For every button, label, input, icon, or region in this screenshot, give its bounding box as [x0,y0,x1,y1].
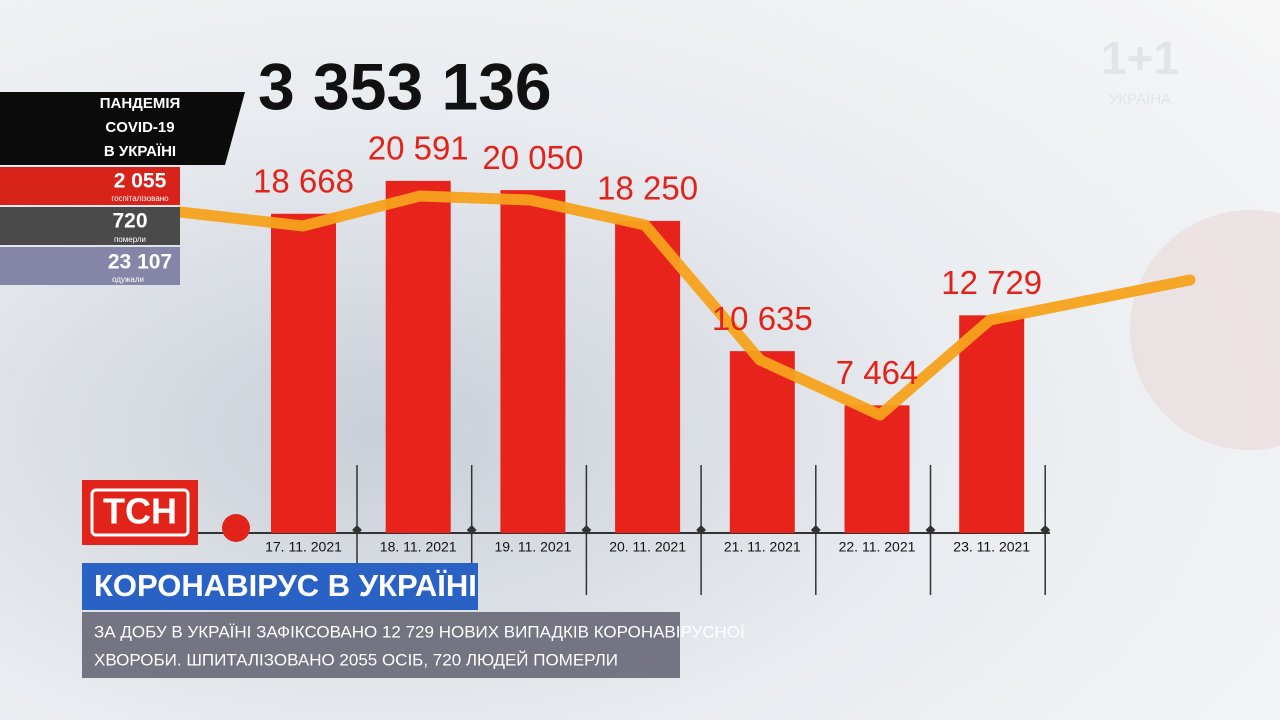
panel-title: В УКРАЇНІ [104,143,176,160]
stat-value: 720 [112,210,147,233]
separator-diamond [466,525,477,535]
bar [271,213,336,533]
bar [500,190,566,533]
stat-label: померли [114,235,146,244]
bar [844,405,910,533]
channel-sub: УКРАЇНА [1109,91,1171,108]
virus-icon [222,514,250,542]
stat-label: одужали [112,275,144,284]
stat-label: госпіталізовано [111,194,169,203]
bars [271,180,1025,534]
separator-diamond [925,525,936,535]
value-label: 18 250 [597,170,698,207]
separator-diamond [810,525,821,535]
value-label: 18 668 [253,162,354,199]
stat-box [0,167,180,205]
channel-logo: 1+1 [1101,32,1179,84]
value-label: 7 464 [836,354,919,391]
separator-diamond [696,525,707,535]
bar [385,180,451,533]
show-logo: ТСН [103,491,177,532]
x-tick-label: 23. 11. 2021 [953,539,1030,555]
ticker-line: ХВОРОБИ. ШПИТАЛІЗОВАНО 2055 ОСІБ, 720 ЛЮ… [94,650,618,669]
separators [352,465,1051,595]
x-tick-label: 18. 11. 2021 [380,539,457,555]
bar [729,351,795,533]
stat-box [0,247,180,285]
value-label: 12 729 [941,264,1042,301]
ticker-box [82,612,680,678]
ticker-line: ЗА ДОБУ В УКРАЇНІ ЗАФІКСОВАНО 12 729 НОВ… [94,622,745,641]
panel-title-box [0,92,245,165]
trend-line [174,190,1196,421]
separator-diamond [581,525,592,535]
x-tick-label: 20. 11. 2021 [609,539,686,555]
separator-diamond [1040,525,1051,535]
panel-title: COVID-19 [105,119,174,136]
x-tick-label: 21. 11. 2021 [724,539,801,555]
headline-box [82,563,478,610]
bg-blob [1130,210,1280,450]
labels: 18 668 17. 11. 2021 20 591 18. 11. 2021 20 0… [253,130,1042,555]
stat-value: 23 107 [108,251,172,274]
panel-title: ПАНДЕМІЯ [100,95,181,112]
x-tick-label: 17. 11. 2021 [265,539,342,555]
stat-box [0,207,180,245]
value-label: 10 635 [712,300,813,337]
headline: КОРОНАВІРУС В УКРАЇНІ [94,568,477,603]
total: 3 353 136 [258,49,552,123]
value-label: 20 050 [482,139,583,176]
x-tick-label: 22. 11. 2021 [839,539,916,555]
separator-diamond [352,525,362,535]
value-label: 20 591 [368,130,469,167]
bar [615,220,681,534]
x-tick-label: 19. 11. 2021 [494,539,571,555]
bar [959,315,1025,533]
show-logo-frame [90,488,190,537]
stat-value: 2 055 [114,170,167,193]
